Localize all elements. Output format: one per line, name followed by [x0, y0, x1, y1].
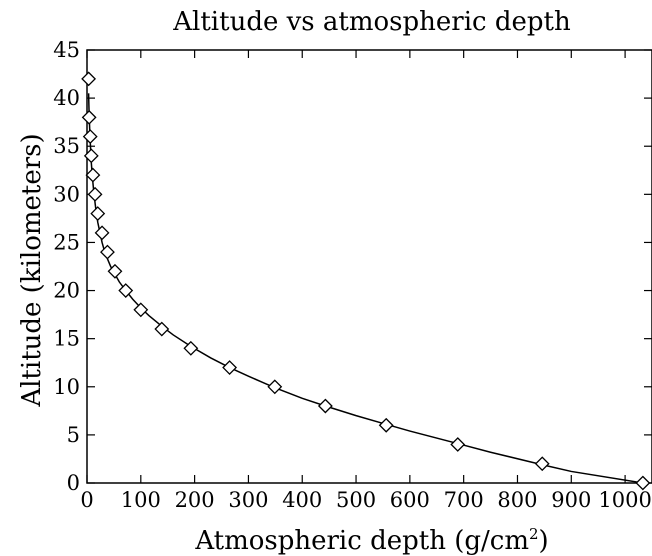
- data-point-diamond: [133, 302, 149, 318]
- y-tick-label: 15: [53, 327, 80, 351]
- data-point-diamond: [183, 340, 199, 356]
- y-tick-label: 45: [53, 38, 80, 62]
- data-point-diamond: [81, 71, 97, 87]
- x-tick-label: 100: [121, 488, 161, 512]
- data-point-diamond: [100, 244, 115, 260]
- y-tick-label: 35: [53, 134, 80, 158]
- y-tick-label: 0: [67, 471, 80, 495]
- data-markers: [81, 71, 651, 491]
- data-point-diamond: [378, 417, 394, 433]
- data-point-diamond: [267, 379, 283, 395]
- y-tick-label: 30: [53, 182, 80, 206]
- x-tick-label: 700: [444, 488, 484, 512]
- data-point-diamond: [534, 456, 550, 472]
- chart-title: Altitude vs atmospheric depth: [172, 7, 571, 37]
- x-tick-label: 500: [336, 488, 376, 512]
- y-tick-label: 40: [53, 86, 80, 110]
- tick-labels: 0 100 200 300 400 500 600 700 800 900 1000 0 5 10 15 20…: [53, 38, 652, 512]
- data-point-diamond: [317, 398, 333, 414]
- x-tick-label: 800: [497, 488, 537, 512]
- data-point-diamond: [83, 148, 99, 164]
- data-point-diamond: [118, 283, 134, 298]
- data-point-diamond: [154, 321, 170, 337]
- y-tick-label: 5: [67, 423, 80, 447]
- y-tick-label: 20: [53, 279, 80, 303]
- data-point-diamond: [635, 475, 651, 491]
- x-axis-label-close: ): [539, 526, 549, 556]
- plot-frame: [86, 49, 652, 484]
- data-point-diamond: [450, 437, 466, 452]
- data-point-diamond: [87, 186, 103, 202]
- x-axis-label: Atmospheric depth (g/cm2): [194, 525, 548, 556]
- data-point-diamond: [94, 225, 110, 241]
- y-axis-label: Altitude (kilometers): [17, 133, 47, 407]
- x-tick-label: 0: [80, 488, 93, 512]
- y-tick-label: 25: [53, 230, 80, 254]
- data-point-diamond: [107, 263, 123, 279]
- axis-ticks: [86, 49, 652, 484]
- x-axis-label-superscript: 2: [529, 525, 539, 543]
- data-point-diamond: [90, 206, 106, 221]
- data-point-diamond: [82, 129, 98, 145]
- x-tick-label: 200: [175, 488, 215, 512]
- x-tick-label: 400: [282, 488, 322, 512]
- x-tick-label: 1000: [598, 488, 651, 512]
- x-axis-label-base: Atmospheric depth (g/cm: [194, 526, 529, 556]
- y-tick-label: 10: [53, 375, 80, 399]
- data-point-diamond: [81, 109, 97, 125]
- x-tick-label: 900: [551, 488, 591, 512]
- data-point-diamond: [85, 167, 101, 183]
- fit-curve: [87, 93, 643, 484]
- data-point-diamond: [222, 360, 238, 375]
- x-tick-label: 300: [228, 488, 268, 512]
- x-tick-label: 600: [390, 488, 430, 512]
